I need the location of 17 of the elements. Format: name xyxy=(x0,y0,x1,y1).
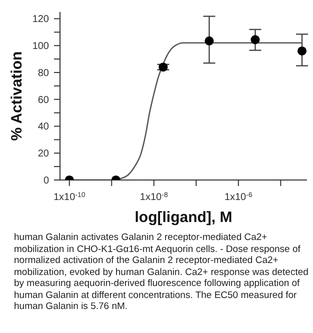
x-axis-title: log[ligand], M xyxy=(134,209,232,226)
y-tick-label: 40 xyxy=(38,122,50,133)
x-tick-label: 1x10$^{-8}$ xyxy=(140,192,168,203)
point xyxy=(297,46,307,56)
point xyxy=(250,35,260,44)
point xyxy=(158,62,168,72)
text: human Galanin activates Galanin 2 receptor-mediated Ca2+ mobilization in CHO-K1-Gα16-mt Aequorin cells. - Dose response of normalized activation of the Galanin 2 receptor-mediated Ca2+ mobilization, evoked by human Galanin. Ca2+ response was detected by measuring aequorin-derived fluorescence following application of human Galanin at different concentrations. The EC50 measured for human Galanin is 5.76 nM. xyxy=(14,232,309,312)
x-tick-label: 1x10$^{-10}$ xyxy=(53,192,86,203)
y-tick-label: 120 xyxy=(32,14,50,26)
y-tick-label: 20 xyxy=(38,148,50,160)
y-tick-label: 80 xyxy=(38,68,50,79)
y-axis-title: % Activation xyxy=(8,51,26,141)
y-tick-label: 100 xyxy=(32,41,50,52)
x-tick-label: 1x10$^{-6}$ xyxy=(224,192,252,203)
y-tick-label: 0 xyxy=(43,176,50,186)
point xyxy=(204,36,214,46)
y-tick-label: 60 xyxy=(38,94,50,106)
